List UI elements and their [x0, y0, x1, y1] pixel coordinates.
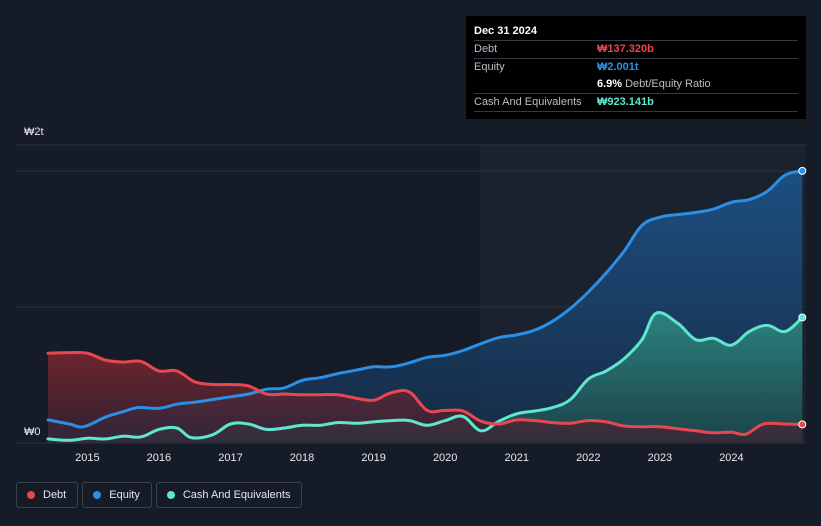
tooltip-cash-value: ₩923.141b: [597, 96, 654, 108]
tooltip-ratio-row: 6.9% Debt/Equity Ratio: [474, 76, 798, 94]
legend-dot-debt-icon: [27, 491, 35, 499]
tooltip-debt-value: ₩137.320b: [597, 43, 654, 55]
tooltip-date: Dec 31 2024: [474, 24, 798, 41]
tooltip-cash-row: Cash And Equivalents ₩923.141b: [474, 94, 798, 112]
x-tick-label-2021: 2021: [505, 452, 529, 464]
axis-labels: ₩2t ₩0 2015 2016 2017 2018 2019 2020 2021 2022 202…: [24, 126, 744, 464]
end-marker-equity: [798, 166, 807, 175]
area-debt: [48, 352, 803, 443]
x-tick-label-2017: 2017: [218, 452, 242, 464]
end-marker-cash: [798, 313, 807, 322]
y-tick-label: ₩2t: [24, 126, 44, 138]
x-tick-label-2018: 2018: [290, 452, 314, 464]
legend-item-debt[interactable]: Debt: [16, 482, 79, 508]
tooltip-ratio-label: Debt/Equity Ratio: [625, 78, 711, 90]
legend-label-equity: Equity: [109, 489, 140, 501]
legend-label-debt: Debt: [43, 489, 67, 501]
legend-item-equity[interactable]: Equity: [82, 482, 152, 508]
tooltip-debt-row: Debt ₩137.320b: [474, 41, 798, 59]
legend-dot-cash-icon: [166, 491, 175, 499]
y-tick-label: ₩0: [24, 426, 41, 438]
tooltip-ratio-value: 6.9%: [597, 78, 623, 90]
line-equity: [46, 169, 804, 429]
x-tick-label-2020: 2020: [433, 452, 457, 464]
line-debt: [46, 350, 804, 437]
legend-dot-equity-icon: [93, 491, 102, 499]
legend: Debt Equity Cash And Equivalents: [16, 482, 303, 508]
tooltip-cash-label: Cash And Equivalents: [474, 96, 582, 108]
x-tick-label-2024: 2024: [719, 452, 743, 464]
series-lines: [46, 169, 804, 442]
legend-label-cash: Cash And Equivalents: [182, 489, 291, 501]
area-cash: [48, 312, 803, 443]
tooltip-equity-label: Equity: [474, 61, 505, 73]
series-areas: [48, 170, 803, 443]
x-tick-label-2023: 2023: [648, 452, 672, 464]
line-cash: [46, 311, 804, 442]
series-end-markers: [798, 166, 807, 429]
legend-item-cash[interactable]: Cash And Equivalents: [155, 482, 303, 508]
x-tick-label-2019: 2019: [361, 452, 385, 464]
tooltip-debt-label: Debt: [474, 43, 498, 55]
tooltip-equity-row: Equity ₩2.001t: [474, 59, 798, 76]
x-tick-label-2015: 2015: [75, 452, 99, 464]
tooltip-equity-value: ₩2.001t: [597, 61, 639, 73]
tooltip-panel: Dec 31 2024 Debt ₩137.320b Equity ₩2.001…: [466, 16, 806, 119]
end-marker-debt: [798, 420, 807, 429]
x-tick-label-2022: 2022: [576, 452, 600, 464]
x-tick-label-2016: 2016: [147, 452, 171, 464]
